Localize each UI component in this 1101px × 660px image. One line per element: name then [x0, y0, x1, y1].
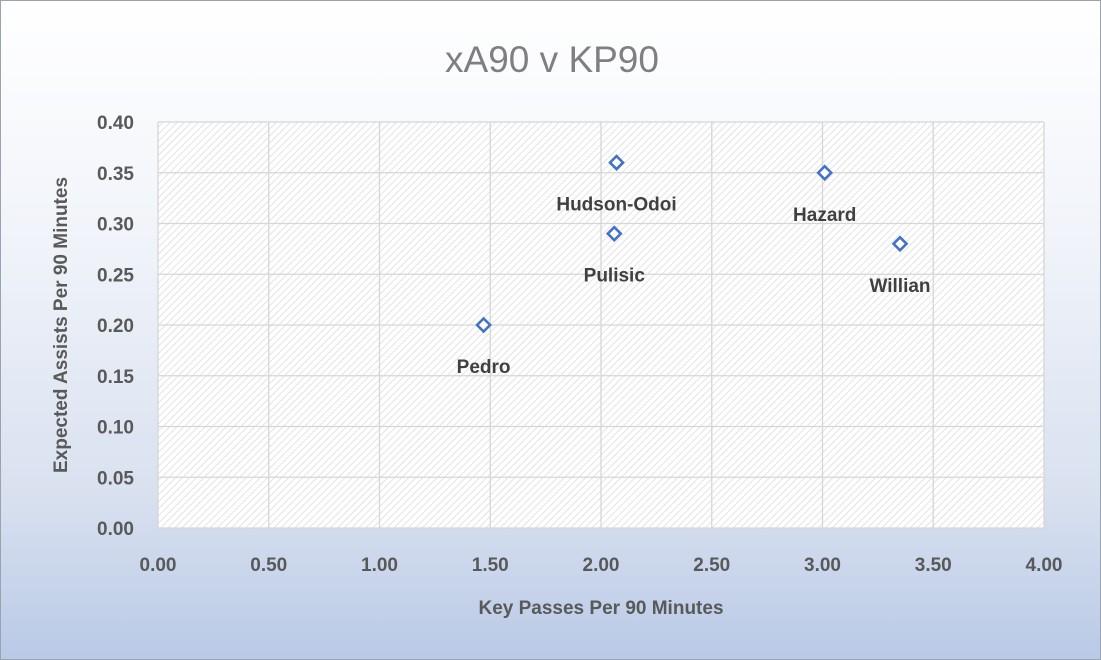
y-tick-label: 0.00: [97, 519, 134, 540]
data-point-marker: [475, 316, 492, 334]
x-tick-label: 2.50: [693, 555, 730, 576]
x-tick-label: 0.00: [140, 555, 177, 576]
x-axis-title: Key Passes Per 90 Minutes: [478, 598, 723, 619]
y-tick-label: 0.20: [97, 316, 134, 337]
x-tick-label: 4.00: [1026, 555, 1063, 576]
y-tick-label: 0.25: [97, 265, 134, 286]
x-tick-label: 1.00: [361, 555, 398, 576]
data-point-label: Pulisic: [584, 266, 646, 287]
y-tick-label: 0.30: [97, 215, 134, 236]
y-tick-label: 0.35: [97, 164, 134, 185]
y-tick-label: 0.05: [97, 468, 134, 489]
x-tick-label: 2.00: [583, 555, 620, 576]
y-axis-ticks: 0.00 0.05 0.10 0.15 0.20 0.25 0.30 0.35 0.40: [97, 113, 134, 540]
data-point-marker: [608, 154, 625, 171]
data-point-label: Hudson-Odoi: [556, 195, 676, 216]
y-tick-label: 0.10: [97, 418, 134, 439]
y-tick-label: 0.15: [97, 367, 134, 388]
x-tick-label: 3.50: [915, 555, 952, 576]
data-point-label: Hazard: [793, 205, 856, 226]
data-point-marker: [816, 164, 834, 182]
x-tick-label: 1.50: [472, 555, 509, 576]
x-tick-label: 0.50: [250, 555, 287, 576]
data-point-marker: [605, 225, 623, 242]
y-axis-title: Expected Assists Per 90 Minutes: [51, 177, 72, 473]
chart-title: xA90 v KP90: [445, 39, 659, 80]
data-points: Pedro Pulisic Hudson-Odoi Hazard Willian: [457, 154, 931, 378]
x-tick-label: 3.00: [804, 555, 841, 576]
y-tick-label: 0.40: [97, 113, 134, 134]
data-point-label: Pedro: [457, 357, 511, 378]
gridlines: [157, 121, 1045, 529]
data-point-label: Willian: [869, 276, 930, 297]
x-axis-ticks: 0.00 0.50 1.00 1.50 2.00 2.50 3.00 3.50 4.00: [140, 555, 1063, 576]
data-point-marker: [891, 235, 909, 253]
